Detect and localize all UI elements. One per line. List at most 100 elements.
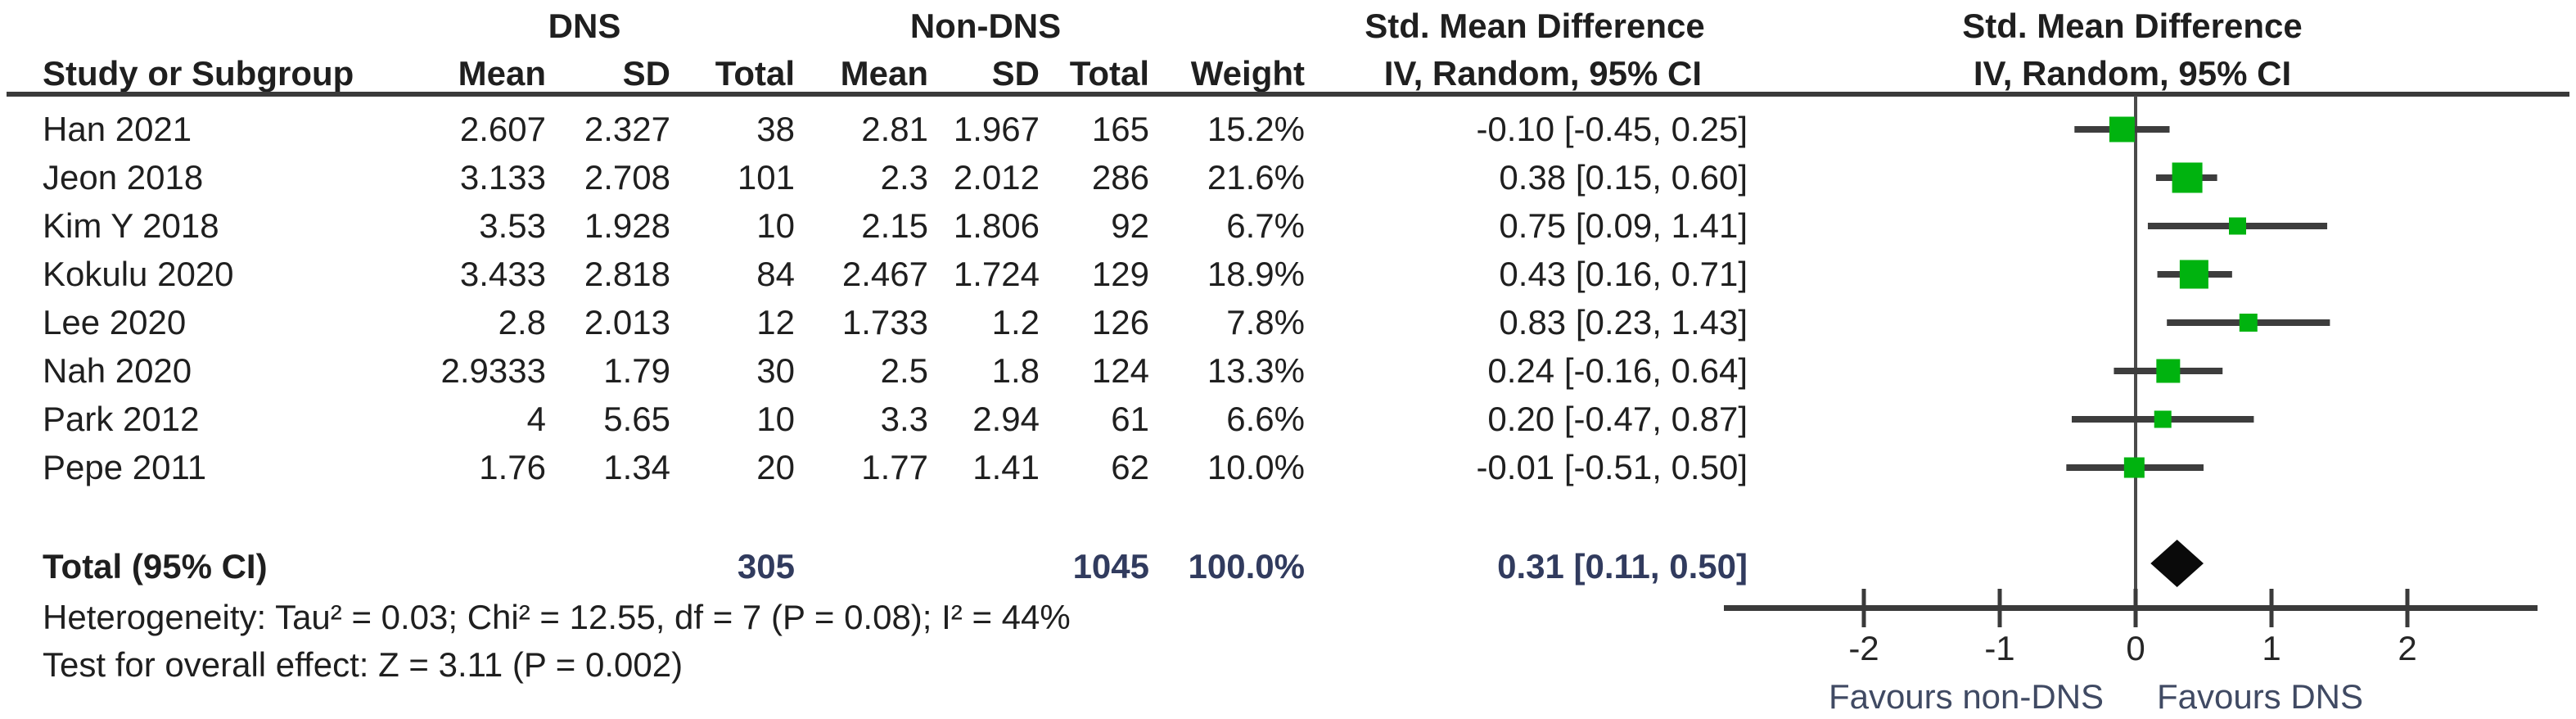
x-axis-line xyxy=(1724,605,2538,611)
study-column-header: Study or Subgroup xyxy=(43,54,354,93)
dns-sd-cell: 2.327 xyxy=(584,110,670,148)
total-label-cell: Total (95% CI) xyxy=(43,547,268,586)
nondns-total-cell: 165 xyxy=(1091,110,1149,148)
nondns-total-cell: 61 xyxy=(1111,400,1149,438)
dns-mean-cell: 3.53 xyxy=(479,206,546,245)
x-axis-tick xyxy=(2405,589,2410,627)
dns-sd-cell: 1.928 xyxy=(584,206,670,245)
effect-square xyxy=(2179,260,2208,289)
x-axis-tick-label: -1 xyxy=(1984,629,2014,667)
method-header-plot-column: IV, Random, 95% CI xyxy=(1973,54,2292,93)
nondns-mean-cell: 2.3 xyxy=(880,158,928,197)
effect-square xyxy=(2154,410,2172,428)
nondns-mean-cell: 2.467 xyxy=(841,255,928,293)
weight-cell: 6.6% xyxy=(1226,400,1305,438)
nondns-sd-cell: 2.012 xyxy=(953,158,1040,197)
dns-sd-cell: 2.708 xyxy=(584,158,670,197)
nondns-mean-cell: 2.15 xyxy=(861,206,928,245)
heterogeneity-note: Heterogeneity: Tau² = 0.03; Chi² = 12.55… xyxy=(43,598,1071,636)
nondns-total-cell: 286 xyxy=(1091,158,1149,197)
x-axis-tick xyxy=(2133,589,2138,627)
nondns-sd-header: SD xyxy=(991,54,1040,93)
dns-sd-cell: 1.79 xyxy=(603,351,670,390)
study-name-cell: Kokulu 2020 xyxy=(43,255,234,293)
nondns-mean-cell: 1.77 xyxy=(861,448,928,486)
smd-header-plot-column: Std. Mean Difference xyxy=(1962,7,2303,45)
total-weight-cell: 100.0% xyxy=(1188,547,1305,586)
study-name-cell: Nah 2020 xyxy=(43,351,192,390)
x-axis-tick-label: 1 xyxy=(2262,629,2281,667)
favours-right-label: Favours DNS xyxy=(2156,677,2364,716)
total-smd-ci-cell: 0.31 [0.11, 0.50] xyxy=(1497,547,1748,586)
total-dns-n-cell: 305 xyxy=(737,547,795,586)
dns-total-cell: 30 xyxy=(756,351,795,390)
nondns-sd-cell: 1.2 xyxy=(991,303,1040,341)
smd-header-text-column: Std. Mean Difference xyxy=(1365,7,1705,45)
dns-sd-cell: 2.818 xyxy=(584,255,670,293)
group2-header: Non-DNS xyxy=(909,7,1062,45)
effect-square xyxy=(2239,314,2258,332)
dns-total-header: Total xyxy=(715,54,795,93)
dns-sd-header: SD xyxy=(622,54,670,93)
effect-square xyxy=(2123,457,2145,478)
x-axis-tick-label: 2 xyxy=(2398,629,2416,667)
nondns-mean-cell: 2.5 xyxy=(880,351,928,390)
dns-sd-cell: 2.013 xyxy=(584,303,670,341)
nondns-total-cell: 124 xyxy=(1091,351,1149,390)
weight-cell: 15.2% xyxy=(1207,110,1305,148)
study-name-cell: Pepe 2011 xyxy=(43,448,207,486)
smd-ci-cell: 0.43 [0.16, 0.71] xyxy=(1499,255,1748,293)
weight-cell: 18.9% xyxy=(1207,255,1305,293)
nondns-mean-header: Mean xyxy=(840,54,928,93)
smd-ci-cell: 0.20 [-0.47, 0.87] xyxy=(1487,400,1748,438)
dns-mean-cell: 2.607 xyxy=(459,110,546,148)
nondns-mean-cell: 2.81 xyxy=(861,110,928,148)
dns-mean-cell: 1.76 xyxy=(479,448,546,486)
study-name-cell: Lee 2020 xyxy=(43,303,187,341)
dns-sd-cell: 1.34 xyxy=(603,448,670,486)
nondns-total-cell: 126 xyxy=(1091,303,1149,341)
weight-cell: 13.3% xyxy=(1207,351,1305,390)
weight-cell: 6.7% xyxy=(1226,206,1305,245)
nondns-sd-cell: 1.8 xyxy=(991,351,1040,390)
effect-square xyxy=(2156,359,2181,383)
nondns-sd-cell: 1.967 xyxy=(953,110,1040,148)
nondns-total-cell: 92 xyxy=(1111,206,1149,245)
smd-ci-cell: 0.24 [-0.16, 0.64] xyxy=(1487,351,1748,390)
favours-left-label: Favours non-DNS xyxy=(1828,677,2105,716)
effect-square xyxy=(2229,217,2246,235)
dns-total-cell: 84 xyxy=(756,255,795,293)
x-axis-tick-label: -2 xyxy=(1848,629,1879,667)
dns-mean-cell: 2.8 xyxy=(498,303,546,341)
effect-square xyxy=(2109,116,2135,142)
dns-mean-cell: 4 xyxy=(526,400,546,438)
nondns-total-header: Total xyxy=(1069,54,1149,93)
zero-line xyxy=(2134,96,2137,608)
dns-total-cell: 12 xyxy=(756,303,795,341)
study-name-cell: Park 2012 xyxy=(43,400,200,438)
dns-total-cell: 20 xyxy=(756,448,795,486)
weight-cell: 21.6% xyxy=(1207,158,1305,197)
dns-sd-cell: 5.65 xyxy=(603,400,670,438)
x-axis-tick-label: 0 xyxy=(2126,629,2145,667)
effect-square xyxy=(2172,162,2203,193)
x-axis-tick xyxy=(1997,589,2002,627)
smd-ci-cell: 0.38 [0.15, 0.60] xyxy=(1499,158,1748,197)
x-axis-tick xyxy=(1861,589,1866,627)
dns-total-cell: 10 xyxy=(756,206,795,245)
study-name-cell: Han 2021 xyxy=(43,110,192,148)
nondns-total-cell: 62 xyxy=(1111,448,1149,486)
group1-header: DNS xyxy=(548,7,621,45)
nondns-mean-cell: 1.733 xyxy=(841,303,928,341)
total-nondns-n-cell: 1045 xyxy=(1072,547,1149,586)
smd-ci-cell: 0.83 [0.23, 1.43] xyxy=(1499,303,1748,341)
smd-ci-cell: -0.10 [-0.45, 0.25] xyxy=(1476,110,1748,148)
dns-total-cell: 10 xyxy=(756,400,795,438)
dns-total-cell: 101 xyxy=(737,158,795,197)
nondns-sd-cell: 2.94 xyxy=(972,400,1040,438)
dns-total-cell: 38 xyxy=(756,110,795,148)
dns-mean-cell: 2.9333 xyxy=(440,351,546,390)
x-axis-tick xyxy=(2269,589,2274,627)
